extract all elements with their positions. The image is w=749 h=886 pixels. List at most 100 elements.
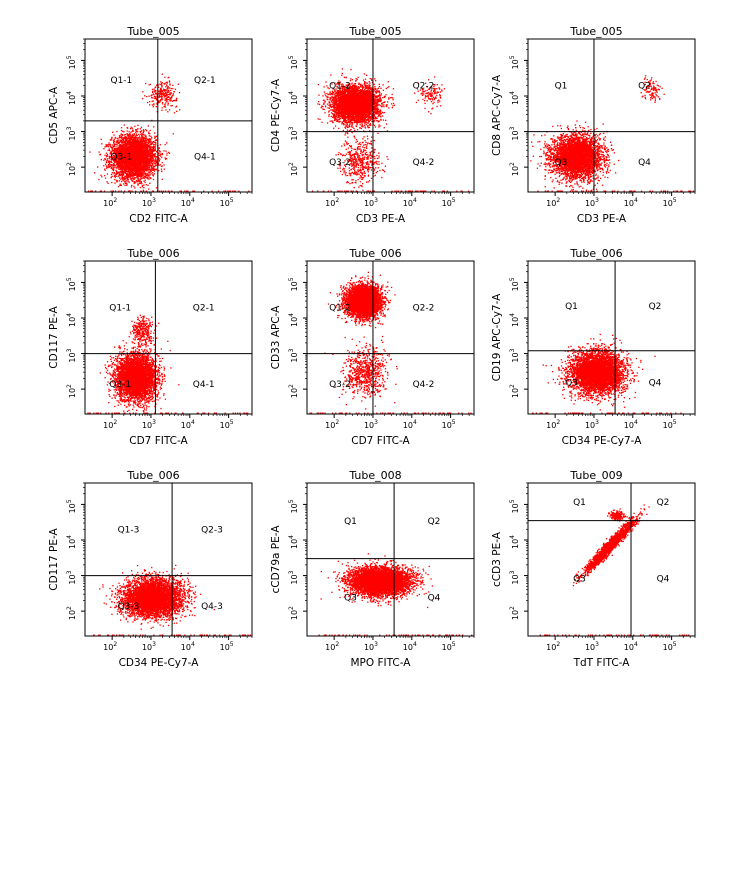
data-point (142, 190, 145, 192)
data-point (129, 164, 131, 166)
data-point (104, 177, 107, 179)
data-point (141, 153, 143, 155)
data-point (130, 186, 133, 188)
data-point (134, 144, 136, 146)
data-point (138, 155, 141, 157)
data-point (151, 137, 153, 139)
data-point (139, 180, 141, 182)
data-point (154, 146, 156, 148)
data-point (149, 147, 151, 149)
data-point (132, 180, 134, 182)
data-point (142, 166, 145, 169)
data-point (141, 147, 143, 150)
data-point (143, 149, 146, 152)
data-point (146, 146, 148, 149)
data-point (127, 173, 129, 176)
data-point (129, 154, 131, 157)
data-point (126, 163, 128, 165)
data-point (119, 166, 121, 168)
data-point (146, 160, 148, 162)
data-point (165, 158, 167, 160)
data-point (154, 155, 156, 158)
data-point (120, 163, 122, 165)
data-point (156, 95, 158, 98)
data-point (133, 169, 136, 172)
data-point (154, 168, 156, 171)
data-point (375, 80, 377, 82)
data-point (132, 155, 134, 158)
data-point (364, 85, 366, 87)
data-point (131, 190, 133, 192)
data-point (166, 142, 168, 144)
data-point (146, 168, 148, 170)
data-point (127, 157, 129, 159)
dot-cloud (87, 73, 250, 192)
data-point (148, 164, 150, 166)
data-point (143, 164, 145, 167)
data-point (133, 169, 135, 171)
data-point (160, 81, 162, 83)
data-point (114, 166, 116, 169)
data-point (121, 133, 124, 136)
data-point (318, 101, 320, 103)
data-point (140, 151, 142, 154)
data-point (119, 144, 121, 146)
data-point (169, 93, 172, 95)
data-point (111, 156, 113, 158)
data-point (128, 174, 131, 176)
data-point (165, 157, 168, 160)
data-point (133, 158, 135, 161)
data-point (132, 160, 134, 162)
data-point (123, 124, 125, 126)
x-tick-label: 104 (181, 197, 195, 208)
data-point (141, 152, 143, 154)
data-point (145, 190, 148, 192)
data-point (118, 165, 120, 167)
data-point (150, 152, 152, 154)
data-point (106, 155, 108, 157)
data-point (133, 162, 136, 164)
data-point (120, 149, 123, 151)
data-point (114, 178, 116, 181)
dot-cloud (311, 68, 470, 192)
data-point (144, 160, 146, 162)
data-point (118, 147, 120, 149)
data-point (137, 148, 139, 150)
data-point (173, 112, 176, 114)
data-point (170, 190, 173, 192)
data-point (154, 153, 157, 155)
data-point (130, 128, 132, 130)
data-point (123, 149, 125, 151)
data-point (128, 158, 130, 160)
data-point (106, 181, 108, 183)
data-point (118, 190, 120, 192)
data-point (113, 159, 115, 161)
data-point (136, 164, 139, 166)
data-point (124, 158, 126, 160)
data-point (118, 168, 120, 170)
data-point (141, 175, 143, 177)
data-point (143, 169, 145, 172)
data-point (143, 172, 146, 174)
data-point (136, 170, 139, 172)
data-point (127, 179, 129, 181)
data-point (152, 100, 154, 102)
data-point (121, 169, 123, 172)
data-point (100, 174, 102, 176)
data-point (108, 161, 110, 163)
data-point (109, 156, 111, 158)
data-point (165, 89, 167, 92)
data-point (120, 134, 122, 136)
data-point (152, 158, 154, 161)
data-point (140, 175, 143, 177)
data-point (108, 155, 110, 158)
data-point (113, 145, 115, 147)
data-point (348, 113, 350, 115)
data-point (136, 174, 138, 176)
data-point (146, 175, 149, 177)
data-point (164, 95, 166, 97)
data-point (118, 175, 120, 177)
data-point (122, 172, 124, 174)
data-point (143, 137, 145, 139)
data-point (137, 179, 139, 181)
